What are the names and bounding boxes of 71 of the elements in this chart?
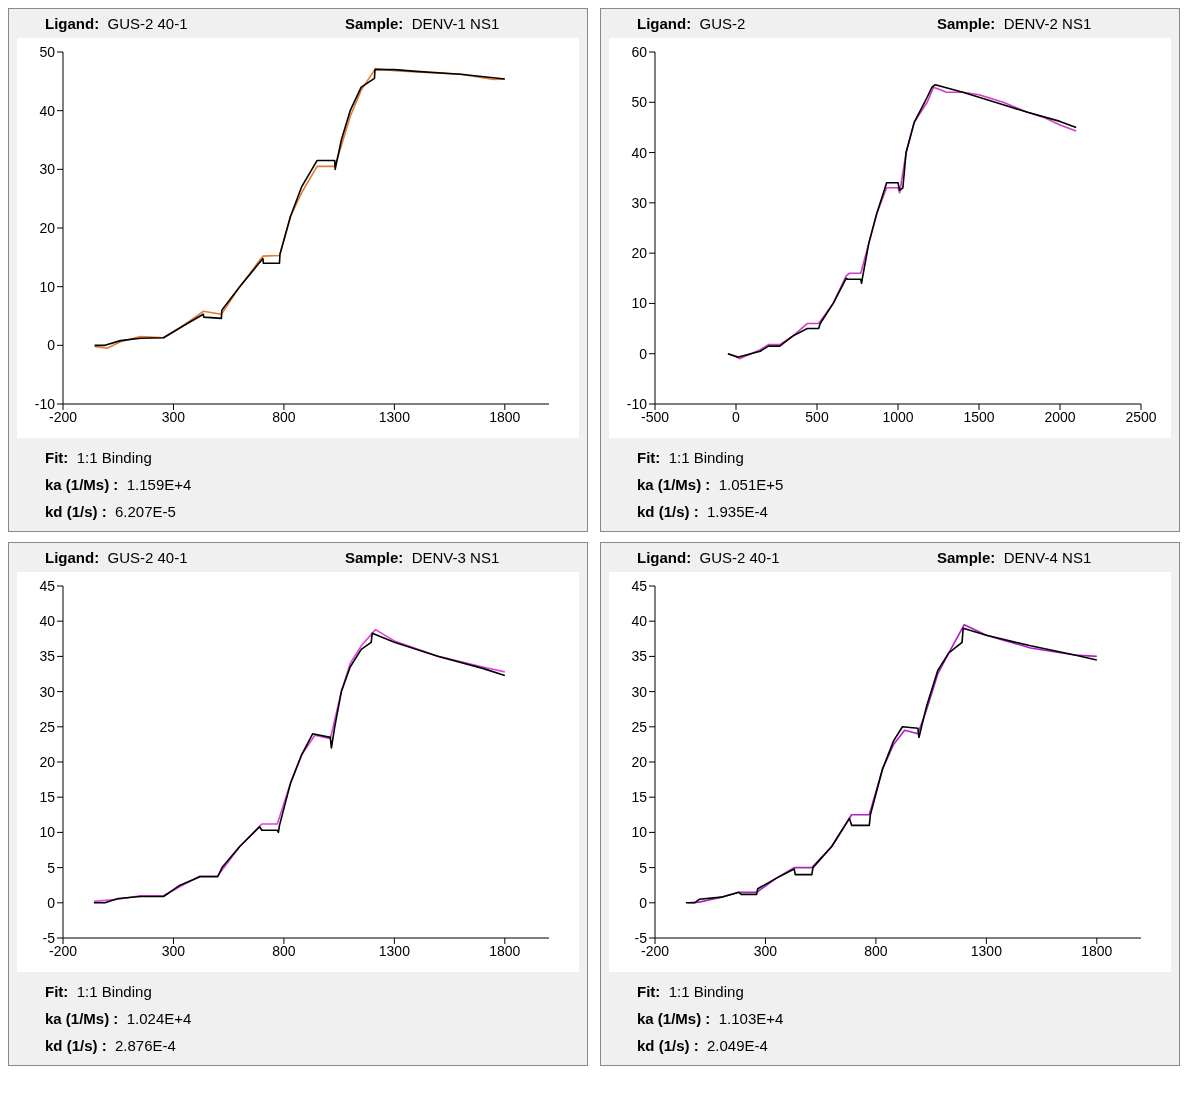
text: kd (1/s) : 2.049E-4 (637, 1037, 768, 1054)
text: Fit: 1:1 Binding (45, 449, 152, 466)
chart-subtitle: Sample: DENV-1 NS1 (345, 15, 500, 32)
y-tick-label: 20 (631, 245, 648, 262)
y-tick-label: 25 (39, 718, 56, 735)
y-tick-label: 10 (631, 295, 648, 312)
y-tick-label: 40 (39, 102, 56, 119)
y-tick-label: 40 (631, 144, 648, 161)
text: Fit: 1:1 Binding (45, 983, 152, 1000)
y-tick-label: 30 (39, 683, 56, 700)
chart-title: Ligand: GUS-2 40-1 (637, 549, 780, 566)
x-tick-label: 300 (161, 942, 186, 959)
x-tick-label: 1800 (489, 408, 521, 425)
y-tick-label: 5 (639, 859, 648, 876)
x-tick-label: 1000 (882, 408, 914, 425)
x-tick-label: 0 (732, 408, 741, 425)
y-tick-label: 30 (39, 161, 56, 178)
y-tick-label: 15 (631, 789, 648, 806)
text: kd (1/s) : 1.935E-4 (637, 503, 768, 520)
x-tick-label: 1800 (1081, 942, 1113, 959)
x-tick-label: 2500 (1125, 408, 1157, 425)
y-tick-label: 0 (639, 345, 648, 362)
y-tick-label: 35 (39, 648, 56, 665)
x-tick-label: 800 (272, 408, 296, 425)
x-tick-label: 300 (161, 408, 186, 425)
y-tick-label: 10 (39, 278, 56, 295)
x-tick-label: 1800 (489, 942, 521, 959)
y-tick-label: 0 (47, 337, 56, 354)
y-tick-label: 30 (631, 194, 648, 211)
y-tick-label: 15 (39, 789, 56, 806)
y-tick-label: 20 (631, 753, 648, 770)
y-tick-label: 25 (631, 718, 648, 735)
y-tick-label: 20 (39, 753, 56, 770)
y-tick-label: 40 (631, 613, 648, 630)
y-tick-label: 5 (47, 859, 56, 876)
chart-title: Ligand: GUS-2 40-1 (45, 549, 188, 566)
y-tick-label: 35 (631, 648, 648, 665)
y-tick-label: 50 (39, 43, 56, 60)
text: kd (1/s) : 6.207E-5 (45, 503, 176, 520)
x-tick-label: 500 (805, 408, 829, 425)
y-tick-label: 45 (39, 577, 56, 594)
x-tick-label: 1300 (378, 408, 411, 425)
chart-title: Ligand: GUS-2 (637, 15, 746, 32)
y-tick-label: 50 (631, 94, 648, 111)
y-tick-label: 60 (631, 43, 648, 60)
x-tick-label: 1300 (378, 942, 411, 959)
text: ka (1/Ms) : 1.051E+5 (637, 476, 784, 493)
x-tick-label: 1500 (963, 408, 995, 425)
chart-subtitle: Sample: DENV-3 NS1 (345, 549, 500, 566)
x-tick-label: 300 (753, 942, 778, 959)
y-tick-label: 10 (631, 824, 648, 841)
y-tick-label: 10 (39, 824, 56, 841)
y-tick-label: 30 (631, 683, 648, 700)
text: Fit: 1:1 Binding (637, 983, 744, 1000)
y-tick-label: 45 (631, 577, 648, 594)
y-tick-label: 40 (39, 613, 56, 630)
x-tick-label: 800 (864, 942, 888, 959)
text: ka (1/Ms) : 1.159E+4 (45, 476, 192, 493)
text: kd (1/s) : 2.876E-4 (45, 1037, 176, 1054)
x-tick-label: 1300 (970, 942, 1003, 959)
x-tick-label: 2000 (1044, 408, 1076, 425)
chart-title: Ligand: GUS-2 40-1 (45, 15, 188, 32)
text: ka (1/Ms) : 1.024E+4 (45, 1010, 192, 1027)
y-tick-label: 0 (639, 894, 648, 911)
x-tick-label: 800 (272, 942, 296, 959)
chart-subtitle: Sample: DENV-4 NS1 (937, 549, 1092, 566)
y-tick-label: 20 (39, 219, 56, 236)
y-tick-label: 0 (47, 894, 56, 911)
text: ka (1/Ms) : 1.103E+4 (637, 1010, 784, 1027)
chart-subtitle: Sample: DENV-2 NS1 (937, 15, 1092, 32)
text: Fit: 1:1 Binding (637, 449, 744, 466)
